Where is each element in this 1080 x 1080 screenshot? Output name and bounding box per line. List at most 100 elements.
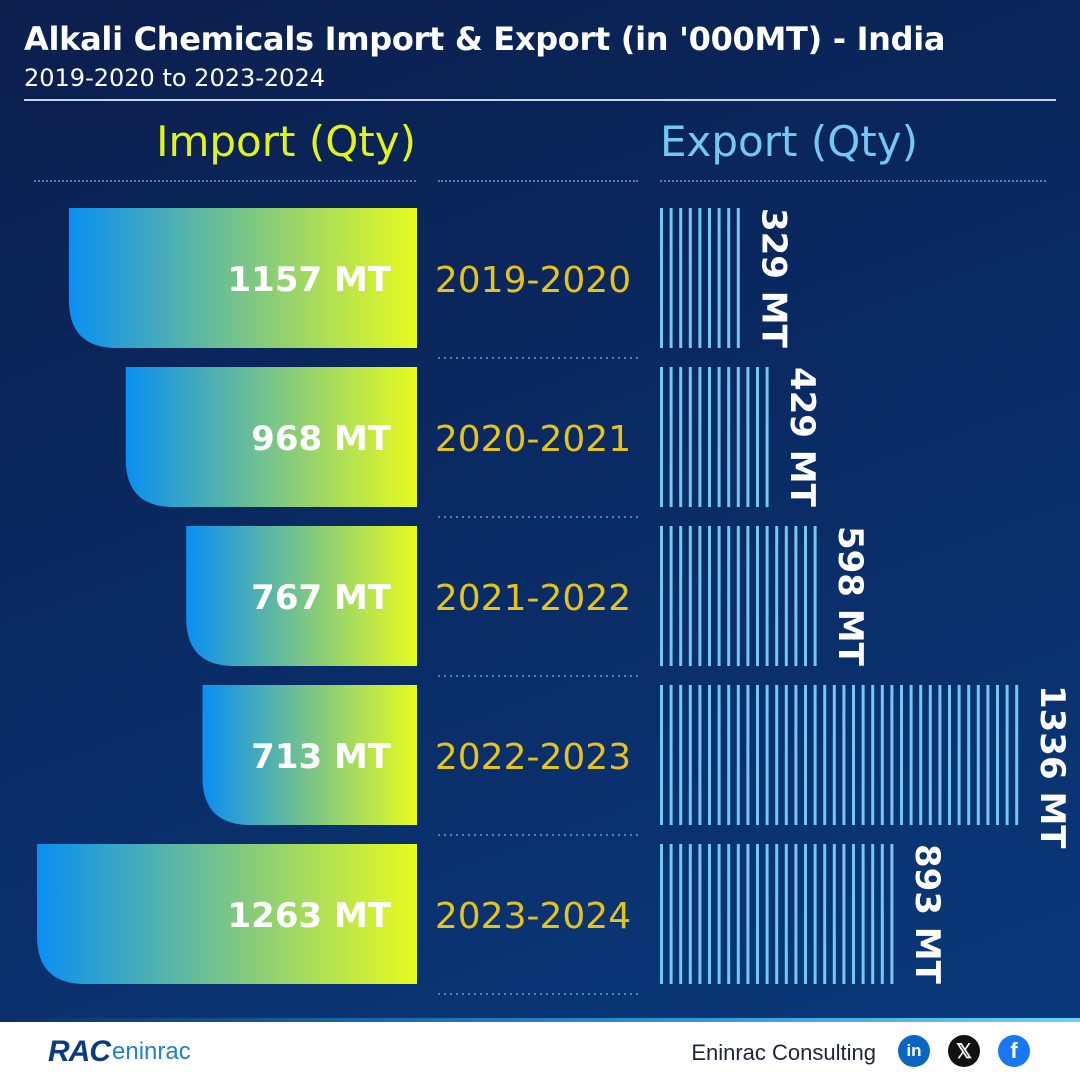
export-bar-stripe [832, 685, 836, 825]
export-value-label: 329 MT [753, 208, 793, 349]
export-bar-stripe [823, 844, 827, 984]
export-bar-stripe [996, 685, 999, 825]
footer-accent-strip [0, 1018, 1080, 1023]
export-bar-stripe [727, 526, 731, 666]
export-bar-stripe [775, 685, 779, 825]
year-label: 2023-2024 [435, 896, 631, 937]
year-label: 2021-2022 [435, 578, 631, 619]
year-label: 2020-2021 [435, 419, 631, 460]
chart-title: Alkali Chemicals Import & Export (in '00… [24, 20, 946, 58]
export-bar-stripe [1005, 685, 1009, 825]
year-label: 2019-2020 [435, 260, 631, 301]
export-bar-stripe [660, 208, 663, 348]
export-bar-2020-2021 [660, 367, 769, 507]
export-bar-stripe [765, 526, 769, 666]
export-bar-stripe [852, 685, 855, 825]
export-bar-stripe [708, 685, 711, 825]
export-bar-stripe [842, 685, 846, 825]
export-bar-stripe [823, 685, 827, 825]
x-icon[interactable]: 𝕏 [948, 1035, 980, 1067]
export-bar-stripe [660, 367, 663, 507]
export-bar-stripe [688, 685, 692, 825]
export-bar-stripe [717, 685, 721, 825]
export-bar-stripe [756, 526, 759, 666]
export-bar-stripe [698, 367, 702, 507]
export-bar-2019-2020 [660, 208, 740, 348]
export-bar-stripe [736, 367, 740, 507]
export-bar-stripe [784, 526, 788, 666]
export-bar-stripe [756, 844, 759, 984]
import-value-label: 1157 MT [228, 260, 392, 300]
export-bar-stripe [967, 685, 971, 825]
export-bar-2022-2023 [660, 685, 1019, 825]
export-bar-stripe [679, 526, 683, 666]
export-bar-stripe [928, 685, 932, 825]
import-value-label: 767 MT [251, 578, 392, 618]
export-bar-stripe [688, 844, 692, 984]
export-bar-stripe [871, 844, 875, 984]
import-bar-2021-2022 [186, 526, 417, 666]
export-bar-stripe [736, 208, 740, 348]
year-header-divider [438, 180, 638, 182]
export-bar-stripe [919, 685, 923, 825]
import-column-header: Import (Qty) [156, 117, 416, 166]
export-bar-stripe [890, 844, 894, 984]
export-bar-stripe [660, 844, 663, 984]
export-bar-stripe [688, 367, 692, 507]
import-bar-2020-2021 [125, 367, 417, 507]
export-bar-stripe [861, 685, 865, 825]
export-bar-stripe [765, 844, 769, 984]
import-value-label: 1263 MT [228, 896, 392, 936]
export-bar-stripe [765, 367, 769, 507]
import-value-label: 713 MT [251, 737, 392, 777]
export-bar-stripe [669, 685, 673, 825]
import-bar-2019-2020 [68, 208, 417, 348]
export-bar-stripe [784, 844, 788, 984]
export-value-label: 1336 MT [1032, 685, 1072, 849]
export-bar-stripe [765, 685, 769, 825]
export-bar-stripe [736, 844, 740, 984]
export-bar-stripe [736, 526, 740, 666]
export-bar-stripe [775, 844, 779, 984]
export-bar-stripe [909, 685, 913, 825]
export-bar-stripe [871, 685, 875, 825]
export-bar-stripe [938, 685, 942, 825]
export-bar-stripe [804, 844, 807, 984]
export-bar-stripe [890, 685, 894, 825]
export-bar-stripe [698, 685, 702, 825]
export-bar-stripe [880, 844, 884, 984]
export-bar-stripe [688, 526, 692, 666]
facebook-icon[interactable]: f [998, 1035, 1030, 1067]
export-bar-stripe [900, 685, 903, 825]
export-bar-stripe [813, 685, 817, 825]
header-divider [24, 99, 1056, 101]
export-bar-stripe [660, 526, 663, 666]
export-bar-stripe [698, 208, 702, 348]
import-bar-2023-2024 [37, 844, 417, 984]
export-bar-stripe [746, 367, 750, 507]
export-bar-stripe [660, 685, 663, 825]
chart-header: Alkali Chemicals Import & Export (in '00… [24, 18, 1056, 94]
export-bar-stripe [746, 526, 750, 666]
export-bar-stripe [842, 844, 846, 984]
export-bar-stripe [727, 367, 731, 507]
export-bar-stripe [717, 526, 721, 666]
export-bar-stripe [679, 685, 683, 825]
export-bar-stripe [957, 685, 961, 825]
eninrac-logo[interactable]: RAC eninrac [48, 1035, 191, 1068]
export-bar-2023-2024 [660, 844, 894, 984]
export-bar-stripe [717, 844, 721, 984]
export-bar-stripe [669, 208, 673, 348]
export-bar-stripe [727, 685, 731, 825]
import-bar-2022-2023 [202, 685, 417, 825]
export-bar-stripe [679, 367, 683, 507]
export-bar-stripe [986, 685, 990, 825]
export-bar-stripe [813, 844, 817, 984]
export-bar-stripe [775, 526, 779, 666]
export-bar-stripe [717, 367, 721, 507]
export-bar-stripe [708, 208, 711, 348]
export-bar-stripe [852, 844, 855, 984]
export-bar-stripe [708, 844, 711, 984]
year-label: 2022-2023 [435, 737, 631, 778]
linkedin-icon[interactable]: in [898, 1035, 930, 1067]
